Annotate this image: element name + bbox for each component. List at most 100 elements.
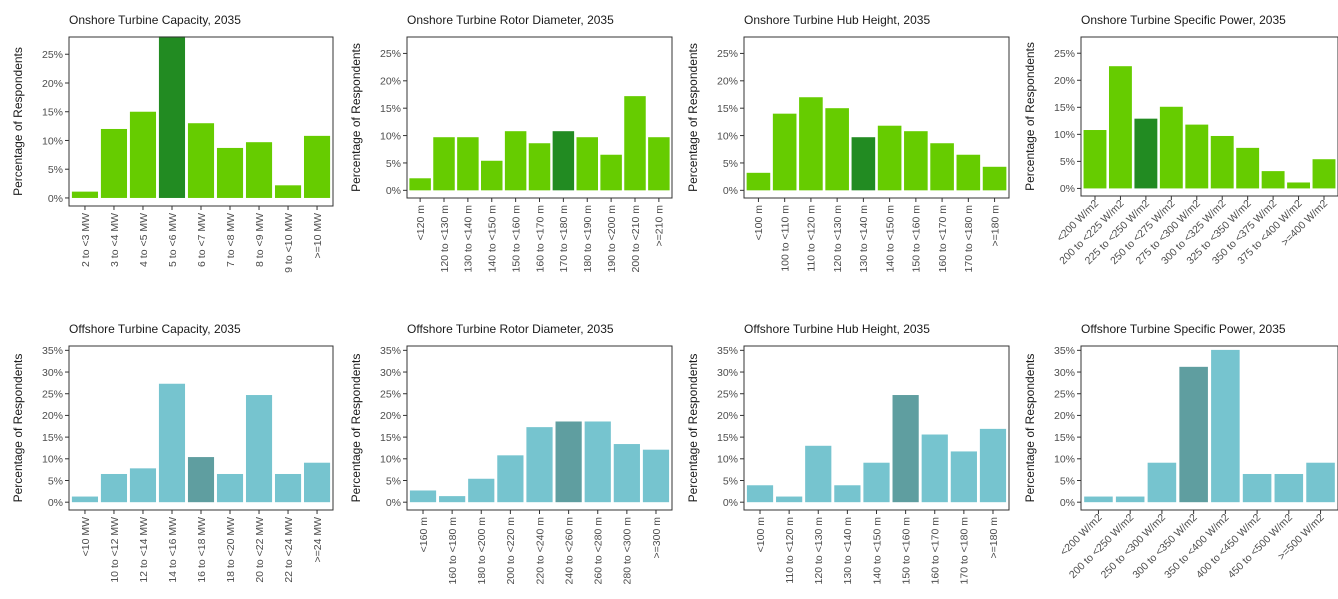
x-tick-label: >=210 m bbox=[654, 205, 666, 247]
bar-7 bbox=[1261, 171, 1285, 189]
x-tick-label: 280 to <300 m bbox=[622, 517, 634, 585]
bar-6 bbox=[552, 131, 575, 191]
x-tick-label: 140 to <150 m bbox=[871, 517, 883, 585]
bar-0 bbox=[1083, 130, 1107, 189]
plot-frame bbox=[743, 36, 1010, 199]
y-tick-label: 20% bbox=[42, 78, 63, 90]
bar-4 bbox=[526, 427, 553, 503]
bar-4 bbox=[1185, 124, 1209, 189]
x-tick-label: 20 to <22 MW bbox=[254, 517, 266, 583]
y-tick-label: 0% bbox=[723, 497, 738, 509]
x-tick-label: 160 to <170 m bbox=[930, 517, 942, 585]
y-tick-label: 25% bbox=[380, 48, 401, 60]
bar-7 bbox=[576, 137, 598, 191]
bar-6 bbox=[584, 421, 611, 503]
x-tick-label: <100 m bbox=[755, 517, 767, 553]
y-tick-label: 15% bbox=[717, 103, 738, 115]
y-tick-label: 35% bbox=[380, 345, 401, 357]
y-tick-label: 25% bbox=[42, 49, 63, 61]
bar-7 bbox=[274, 185, 302, 198]
x-tick-label: 14 to <16 MW bbox=[167, 517, 179, 583]
x-tick-label: 16 to <18 MW bbox=[196, 517, 208, 583]
bar-4 bbox=[187, 123, 215, 198]
bar-6 bbox=[921, 434, 948, 503]
bar-5 bbox=[892, 395, 919, 503]
y-tick-label: 15% bbox=[42, 107, 63, 119]
y-tick-label: 35% bbox=[1054, 345, 1075, 357]
bar-0 bbox=[746, 485, 774, 503]
y-tick-label: 20% bbox=[717, 410, 738, 422]
x-tick-label: 130 to <140 m bbox=[858, 205, 870, 273]
bar-2 bbox=[129, 468, 157, 503]
x-tick-label: 140 to <150 m bbox=[487, 205, 499, 273]
chart-panel-1: Onshore Turbine Rotor Diameter, 2035 Perc… bbox=[349, 13, 673, 273]
y-tick-label: 0% bbox=[723, 185, 738, 197]
x-tick-label: 150 to <160 m bbox=[510, 205, 522, 273]
y-tick-label: 20% bbox=[717, 76, 738, 88]
y-tick-label: 25% bbox=[1054, 48, 1075, 60]
bar-5 bbox=[528, 143, 551, 191]
chart-title: Onshore Turbine Specific Power, 2035 bbox=[1081, 13, 1286, 27]
chart-title: Offshore Turbine Rotor Diameter, 2035 bbox=[407, 322, 614, 336]
bar-1 bbox=[1108, 66, 1132, 189]
bar-4 bbox=[1211, 349, 1240, 503]
bar-5 bbox=[877, 125, 902, 191]
x-tick-label: 160 to <180 m bbox=[447, 517, 459, 585]
x-tick-label: 2 to <3 MW bbox=[80, 213, 92, 267]
bar-8 bbox=[1287, 182, 1311, 189]
y-tick-label: 5% bbox=[723, 158, 738, 170]
y-axis-label: Percentage of Respondents bbox=[1023, 354, 1037, 503]
chart-panel-4: Offshore Turbine Capacity, 2035 Percentag… bbox=[11, 322, 334, 583]
x-tick-label: 120 to <130 m bbox=[832, 205, 844, 273]
x-tick-label: 220 to <240 m bbox=[534, 517, 546, 585]
bar-3 bbox=[481, 160, 503, 191]
y-tick-label: 10% bbox=[42, 454, 63, 466]
x-tick-label: 6 to <7 MW bbox=[196, 213, 208, 267]
x-tick-label: 7 to <8 MW bbox=[225, 213, 237, 267]
bar-5 bbox=[216, 473, 244, 503]
chart-title: Onshore Turbine Hub Height, 2035 bbox=[744, 13, 930, 27]
y-tick-label: 30% bbox=[42, 367, 63, 379]
chart-panel-6: Offshore Turbine Hub Height, 2035 Percent… bbox=[686, 322, 1010, 585]
bar-8 bbox=[303, 462, 331, 503]
y-tick-label: 20% bbox=[1054, 410, 1075, 422]
y-tick-label: 5% bbox=[1060, 156, 1075, 168]
y-tick-label: 5% bbox=[48, 475, 63, 487]
bar-3 bbox=[1159, 106, 1183, 189]
y-tick-label: 15% bbox=[1054, 102, 1075, 114]
bar-9 bbox=[982, 166, 1007, 191]
bar-0 bbox=[1084, 496, 1113, 503]
x-tick-label: >=300 m bbox=[651, 517, 663, 559]
bar-6 bbox=[904, 131, 928, 191]
bar-8 bbox=[979, 428, 1007, 503]
chart-title: Offshore Turbine Hub Height, 2035 bbox=[744, 322, 930, 336]
chart-panel-7: Offshore Turbine Specific Power, 2035 Per… bbox=[1023, 322, 1338, 581]
bar-8 bbox=[303, 135, 331, 198]
x-tick-label: 160 to <170 m bbox=[937, 205, 949, 273]
x-tick-label: 22 to <24 MW bbox=[283, 517, 295, 583]
x-tick-label: 260 to <280 m bbox=[593, 517, 605, 585]
y-tick-label: 15% bbox=[42, 432, 63, 444]
x-tick-label: 18 to <20 MW bbox=[225, 517, 237, 583]
bar-5 bbox=[1242, 473, 1272, 503]
x-tick-label: 8 to <9 MW bbox=[254, 213, 266, 267]
bar-1 bbox=[100, 128, 128, 198]
bar-1 bbox=[100, 473, 128, 503]
bar-0 bbox=[71, 191, 99, 198]
x-tick-label: 200 to <220 m bbox=[505, 517, 517, 585]
y-tick-label: 5% bbox=[723, 475, 738, 487]
bar-3 bbox=[158, 383, 186, 503]
bar-3 bbox=[158, 36, 186, 198]
y-axis-label: Percentage of Respondents bbox=[11, 354, 25, 503]
bar-2 bbox=[1147, 462, 1177, 503]
bar-10 bbox=[648, 137, 670, 191]
x-tick-label: 5 to <6 MW bbox=[167, 213, 179, 267]
bar-2 bbox=[457, 137, 479, 191]
x-tick-label: 180 to <200 m bbox=[476, 517, 488, 585]
bar-2 bbox=[1134, 118, 1158, 189]
bar-7 bbox=[274, 473, 302, 503]
y-axis-label: Percentage of Respondents bbox=[1023, 42, 1037, 191]
bar-9 bbox=[624, 96, 646, 191]
y-tick-label: 35% bbox=[42, 345, 63, 357]
